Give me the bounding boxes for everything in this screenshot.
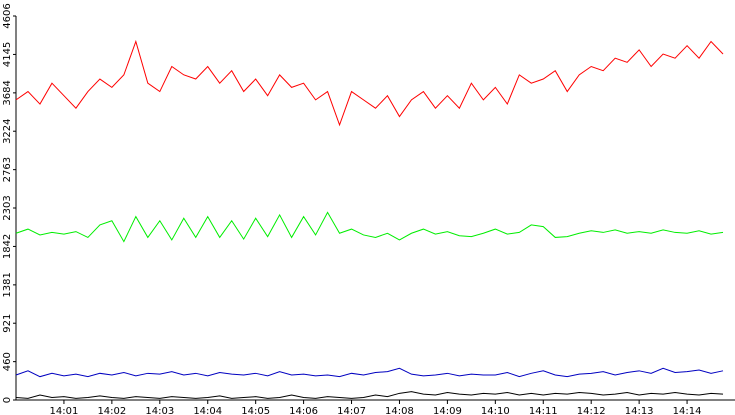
x-tick-label: 14:10 xyxy=(481,406,510,415)
x-tick-label: 14:11 xyxy=(529,406,558,415)
y-tick-label: 4606 xyxy=(2,3,13,28)
x-tick-label: 14:09 xyxy=(433,406,462,415)
y-tick-label: 2303 xyxy=(2,195,13,220)
x-tick-label: 14:14 xyxy=(673,406,702,415)
y-tick-label: 921 xyxy=(2,314,13,333)
y-tick-label: 3224 xyxy=(2,118,13,143)
line-series xyxy=(15,211,724,243)
x-tick-label: 14:06 xyxy=(289,406,318,415)
x-tick-label: 14:07 xyxy=(337,406,366,415)
x-tick-label: 14:13 xyxy=(625,406,654,415)
line-series xyxy=(15,39,724,127)
y-tick-label: 1381 xyxy=(2,272,13,297)
x-tick-label: 14:08 xyxy=(385,406,414,415)
x-tick-label: 14:03 xyxy=(145,406,174,415)
line-series xyxy=(15,367,724,378)
x-tick-label: 14:12 xyxy=(577,406,606,415)
y-tick-label: 2763 xyxy=(2,157,13,182)
y-tick-label: 0 xyxy=(2,397,13,403)
x-tick-label: 14:01 xyxy=(50,406,79,415)
x-tick-label: 14:04 xyxy=(193,406,222,415)
y-tick-label: 3684 xyxy=(2,80,13,105)
x-tick-label: 14:02 xyxy=(97,406,126,415)
x-tick-label: 14:05 xyxy=(241,406,270,415)
line-series xyxy=(15,391,724,399)
y-tick-label: 4145 xyxy=(2,42,13,67)
y-tick-label: 460 xyxy=(2,352,13,371)
y-tick-label: 1842 xyxy=(2,234,13,259)
